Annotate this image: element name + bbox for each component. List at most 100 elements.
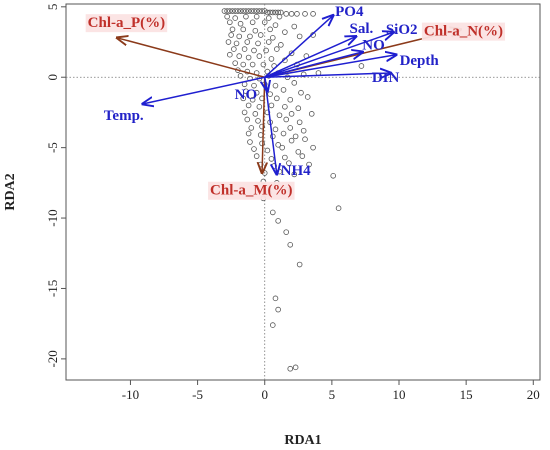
sample-point — [255, 40, 261, 47]
sample-point — [292, 133, 299, 140]
sample-point — [286, 160, 292, 166]
sample-point — [253, 8, 260, 14]
sample-point — [240, 8, 247, 14]
sample-point — [259, 140, 265, 147]
sample-point — [259, 123, 265, 130]
sample-point — [249, 96, 256, 103]
sample-point — [232, 15, 238, 21]
sample-point — [298, 89, 304, 96]
sample-point — [251, 82, 257, 89]
sample-point — [235, 8, 241, 14]
sample-point — [282, 104, 288, 110]
sample-point — [241, 109, 248, 116]
sample-point — [269, 322, 276, 328]
sample-point — [249, 19, 256, 26]
arrow-label: NO — [362, 38, 385, 54]
sample-point — [306, 161, 312, 168]
sample-point — [299, 153, 306, 159]
sample-point — [249, 61, 256, 68]
sample-point — [280, 130, 287, 137]
sample-point — [294, 11, 300, 17]
arrow-label: NH4 — [281, 163, 312, 179]
sample-point — [253, 153, 260, 159]
x-tick-label: 0 — [261, 387, 268, 402]
sample-point — [256, 104, 263, 110]
arrow-label: SiO2 — [386, 22, 418, 38]
sample-point — [267, 9, 273, 16]
sample-point — [244, 116, 251, 123]
sample-point — [245, 54, 252, 61]
arrow-label: Sal. — [350, 21, 374, 37]
y-axis: 5 0 -5 -10 -15 -20 — [45, 4, 66, 368]
sample-point — [225, 39, 232, 45]
y-tick-label: -10 — [45, 209, 60, 226]
arrow-label: NO — [235, 87, 258, 103]
sample-point — [291, 171, 298, 178]
sample-point — [295, 105, 302, 112]
arrow-sal- — [264, 36, 356, 78]
sample-point — [245, 8, 252, 14]
sample-point — [268, 56, 275, 62]
x-axis-title: RDA1 — [284, 433, 321, 448]
sample-point — [279, 144, 285, 151]
sample-point — [227, 8, 233, 14]
sample-point — [278, 42, 284, 48]
x-tick-label: 5 — [329, 387, 336, 402]
sample-point — [253, 89, 260, 96]
sample-point — [300, 127, 307, 134]
sample-point — [288, 111, 295, 117]
sample-point — [245, 130, 252, 137]
sample-point — [264, 147, 271, 154]
sample-point — [302, 11, 308, 17]
arrow-chl-a-p- — [117, 38, 265, 78]
arrow-temp- — [143, 76, 265, 104]
sample-point — [287, 242, 294, 248]
sample-point — [287, 125, 294, 131]
sample-point — [274, 46, 280, 52]
sample-point — [295, 149, 302, 155]
sample-point — [236, 53, 243, 59]
sample-point — [237, 20, 244, 27]
x-axis: -10 -5 0 5 10 15 20 — [122, 380, 540, 402]
arrow-label: Temp. — [104, 108, 144, 124]
sample-point — [275, 218, 281, 224]
arrow-label: Chl-a_N(%) — [424, 24, 503, 40]
y-tick-label: -5 — [45, 142, 60, 153]
sample-point — [263, 47, 269, 54]
y-tick-label: 0 — [45, 74, 60, 81]
sample-point — [253, 13, 260, 20]
sample-point — [228, 32, 234, 38]
arrow-label-highlight — [85, 14, 168, 33]
arrow-po4 — [264, 15, 333, 78]
y-axis-title: RDA2 — [3, 173, 18, 210]
sample-point — [240, 26, 247, 33]
sample-point — [267, 26, 273, 33]
sample-point — [276, 13, 283, 20]
sample-point — [288, 50, 295, 57]
sample-point — [221, 8, 228, 14]
sample-point — [233, 40, 240, 47]
sample-point — [224, 13, 230, 20]
sample-point — [268, 156, 275, 162]
arrow-depth — [264, 55, 397, 78]
sample-point — [240, 61, 247, 68]
sample-point — [240, 95, 247, 102]
sample-point — [243, 8, 249, 14]
arrow-label: Chl-a_M(%) — [210, 183, 293, 199]
sample-point — [248, 125, 255, 131]
sample-point — [275, 306, 281, 313]
sample-point — [282, 29, 288, 35]
sample-point — [272, 295, 279, 302]
sample-point — [310, 144, 316, 151]
sample-point — [296, 33, 303, 40]
sample-point — [227, 51, 233, 58]
sample-point — [259, 8, 265, 14]
sample-point — [236, 33, 243, 40]
arrow-sio2 — [264, 32, 394, 78]
y-tick-label: -20 — [45, 350, 60, 367]
y-tick-label: 5 — [45, 4, 60, 10]
x-tick-label: 20 — [527, 387, 540, 402]
sample-point — [268, 102, 275, 109]
